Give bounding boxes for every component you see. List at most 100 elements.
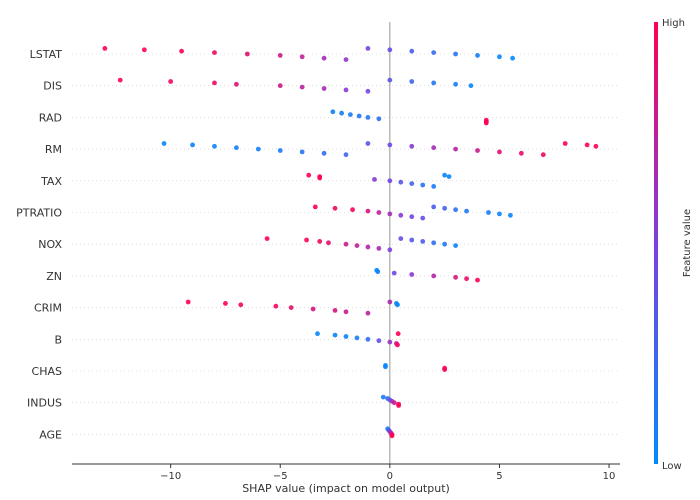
- x-axis-ticks: −10 −5 0 5 10: [160, 464, 615, 482]
- point-nox-2: [317, 239, 323, 244]
- point-tax-10: [446, 174, 452, 180]
- x-tick-label: 0: [387, 471, 393, 482]
- point-rm-0: [161, 141, 167, 146]
- feature-label-dis: DIS: [43, 80, 62, 93]
- data-points-layer: [102, 46, 599, 439]
- point-b-0: [315, 331, 320, 337]
- point-tax-0: [306, 172, 312, 178]
- point-chas-3: [442, 367, 448, 372]
- point-ptratio-5: [387, 211, 393, 217]
- point-lstat-15: [497, 54, 502, 60]
- point-nox-7: [376, 246, 382, 251]
- point-tax-7: [420, 182, 426, 188]
- point-rm-11: [409, 143, 415, 149]
- point-rad-0: [330, 109, 336, 115]
- point-nox-8: [387, 247, 393, 253]
- point-dis-4: [277, 83, 283, 89]
- point-rm-6: [299, 149, 305, 155]
- point-crim-3: [273, 303, 279, 309]
- point-rad-1: [339, 110, 345, 116]
- point-dis-9: [387, 77, 393, 83]
- point-ptratio-3: [365, 208, 371, 214]
- point-zn-6: [464, 276, 469, 282]
- point-ptratio-15: [508, 212, 513, 218]
- point-ptratio-4: [376, 210, 382, 215]
- point-nox-9: [398, 236, 404, 242]
- point-nox-3: [326, 240, 331, 246]
- point-b-8: [395, 342, 400, 348]
- point-nox-1: [304, 237, 309, 243]
- point-rm-3: [234, 145, 239, 151]
- point-rad-3: [356, 113, 362, 119]
- colorbar-high-label: High: [662, 18, 685, 29]
- feature-label-b: B: [54, 333, 62, 346]
- point-zn-5: [453, 274, 458, 280]
- point-rm-17: [540, 152, 546, 158]
- feature-labels: LSTAT DIS RAD RM TAX PTRATIO NOX ZN CRIM B CHAS IND…: [16, 48, 62, 441]
- point-rm-7: [321, 150, 327, 156]
- feature-label-tax: TAX: [40, 175, 62, 188]
- point-ptratio-9: [431, 204, 437, 210]
- point-zn-2: [391, 270, 397, 276]
- feature-label-nox: NOX: [38, 238, 62, 251]
- point-dis-3: [234, 81, 239, 87]
- point-b-4: [365, 336, 371, 342]
- point-nox-14: [453, 243, 458, 249]
- point-nox-13: [442, 241, 448, 247]
- point-ptratio-13: [486, 210, 491, 215]
- colorbar-gradient: [654, 22, 658, 464]
- point-ptratio-8: [420, 215, 426, 221]
- feature-label-lstat: LSTAT: [30, 48, 63, 61]
- point-dis-11: [431, 80, 437, 86]
- point-zn-4: [431, 273, 437, 279]
- point-zn-7: [475, 277, 480, 283]
- point-lstat-6: [299, 54, 305, 60]
- point-rm-19: [584, 142, 590, 148]
- point-rm-18: [562, 141, 568, 146]
- point-lstat-16: [510, 55, 515, 61]
- point-ptratio-6: [398, 212, 404, 218]
- feature-label-zn: ZN: [46, 270, 62, 283]
- point-rm-14: [475, 148, 480, 153]
- point-tax-2: [317, 175, 323, 181]
- point-indus-6: [396, 403, 402, 408]
- point-dis-7: [343, 87, 349, 93]
- point-nox-12: [431, 240, 437, 246]
- point-rm-12: [431, 145, 437, 151]
- x-tick-label: 10: [603, 471, 616, 482]
- point-rm-1: [190, 142, 195, 148]
- point-lstat-12: [431, 50, 437, 55]
- point-tax-6: [409, 181, 415, 187]
- point-dis-10: [409, 79, 415, 84]
- point-crim-5: [310, 306, 316, 312]
- point-rm-4: [255, 146, 261, 152]
- point-tax-3: [372, 177, 377, 182]
- colorbar-title: Feature value: [682, 209, 693, 277]
- point-b-6: [387, 339, 393, 345]
- point-indus-4: [391, 400, 397, 406]
- point-rm-16: [518, 150, 524, 156]
- point-lstat-10: [387, 47, 393, 53]
- point-nox-4: [343, 241, 349, 247]
- point-nox-6: [365, 244, 371, 250]
- point-lstat-14: [475, 53, 480, 58]
- feature-label-crim: CRIM: [34, 302, 62, 315]
- point-lstat-8: [343, 57, 349, 62]
- point-rm-10: [387, 142, 393, 148]
- colorbar-low-label: Low: [662, 461, 682, 472]
- point-lstat-7: [321, 55, 327, 61]
- point-tax-8: [431, 184, 437, 189]
- point-lstat-9: [365, 46, 371, 51]
- point-ptratio-0: [312, 204, 318, 210]
- point-crim-1: [223, 301, 228, 306]
- feature-label-indus: INDUS: [27, 397, 62, 410]
- point-crim-6: [332, 308, 338, 313]
- point-tax-9: [442, 172, 448, 178]
- point-lstat-13: [453, 51, 458, 57]
- point-rad-2: [347, 112, 353, 117]
- point-lstat-1: [141, 47, 147, 53]
- point-ptratio-12: [464, 208, 469, 214]
- point-dis-6: [321, 86, 327, 91]
- point-lstat-11: [409, 48, 415, 54]
- point-ptratio-14: [497, 211, 502, 217]
